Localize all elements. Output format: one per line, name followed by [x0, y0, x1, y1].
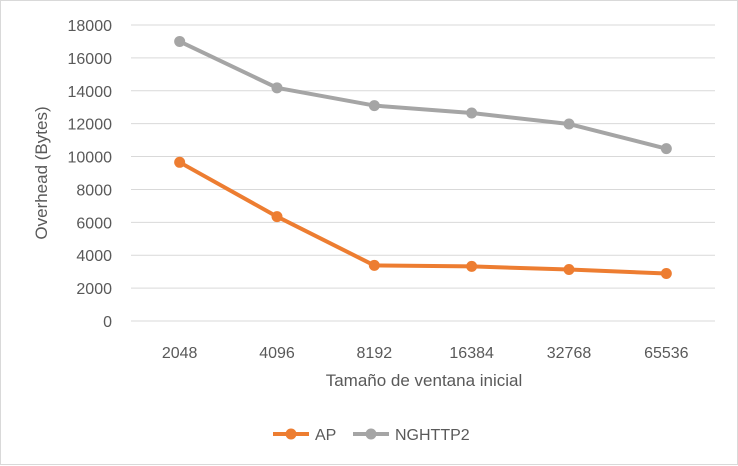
data-point	[466, 260, 478, 272]
y-tick-label: 4000	[76, 248, 112, 265]
data-point	[660, 143, 672, 155]
data-point	[174, 156, 186, 168]
series-line	[177, 160, 669, 276]
x-tick-label: 8192	[357, 345, 393, 362]
y-tick-label: 18000	[68, 18, 113, 35]
x-tick-label: 4096	[259, 345, 295, 362]
y-tick-label: 0	[103, 314, 112, 331]
data-point	[660, 267, 672, 279]
x-tick-label: 32768	[547, 345, 592, 362]
y-tick-label: 14000	[68, 84, 113, 101]
series-line	[177, 39, 669, 151]
x-tick-label: 65536	[644, 345, 689, 362]
legend: AP NGHTTP2	[273, 427, 470, 444]
series-lines	[174, 35, 672, 279]
legend-label: AP	[315, 427, 336, 444]
legend-label: NGHTTP2	[395, 427, 470, 444]
data-point	[563, 264, 575, 276]
gridlines	[131, 24, 715, 289]
y-tick-label: 2000	[76, 281, 112, 298]
y-axis-tick-labels: 0 2000 4000 6000 8000 10000 12000 14000 16000 180…	[68, 18, 113, 331]
x-tick-label: 16384	[449, 345, 494, 362]
y-tick-label: 16000	[68, 51, 113, 68]
y-tick-label: 6000	[76, 215, 112, 232]
series-ap	[174, 156, 672, 279]
legend-swatch-marker	[365, 428, 377, 440]
legend-item-ap: AP	[273, 427, 336, 444]
y-tick-label: 10000	[68, 150, 113, 167]
data-point	[368, 100, 380, 112]
x-tick-label: 2048	[162, 345, 198, 362]
data-point	[271, 82, 283, 94]
data-point	[271, 211, 283, 223]
x-axis-tick-labels: 2048 4096 8192 16384 32768 65536	[162, 345, 689, 362]
data-point	[368, 259, 380, 271]
data-point	[466, 107, 478, 119]
data-point	[563, 118, 575, 130]
data-point	[174, 35, 186, 47]
series-nghttp2	[174, 35, 672, 155]
legend-item-nghttp2: NGHTTP2	[353, 427, 470, 444]
y-tick-label: 12000	[68, 117, 113, 134]
legend-swatch-marker	[285, 428, 297, 440]
y-axis-title: Overhead (Bytes)	[32, 106, 51, 239]
y-tick-label: 8000	[76, 182, 112, 199]
x-axis-title: Tamaño de ventana inicial	[326, 371, 523, 390]
